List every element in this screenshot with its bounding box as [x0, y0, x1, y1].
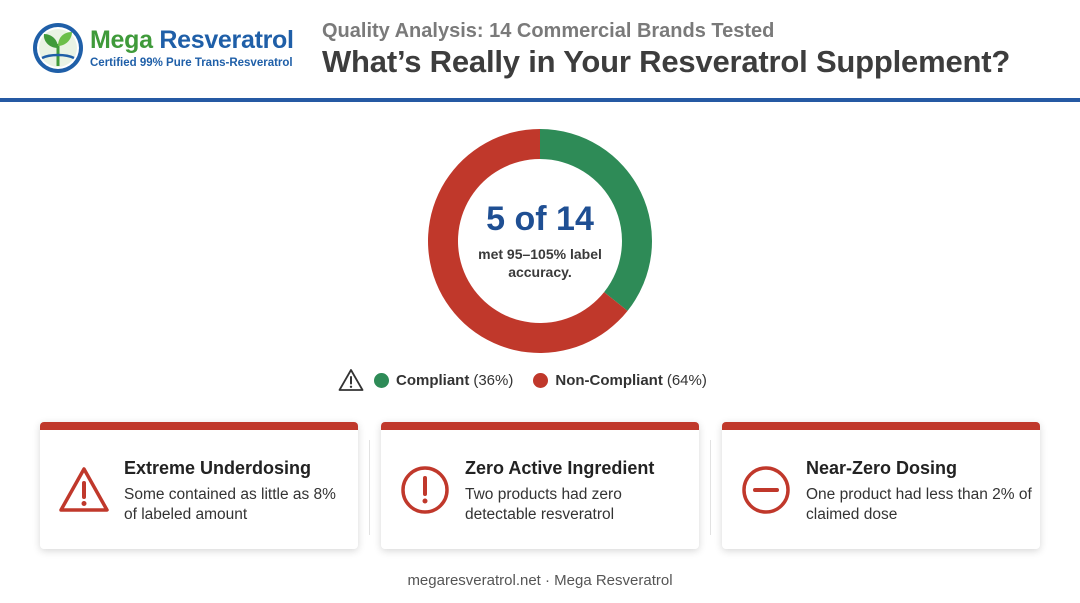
card-title: Zero Active Ingredient: [465, 458, 655, 478]
warning-triangle-icon: [59, 467, 109, 512]
brand-logo[interactable]: Mega Resveratrol Certified 99% Pure Tran…: [32, 22, 294, 76]
header: Mega Resveratrol Certified 99% Pure Tran…: [0, 0, 1080, 100]
legend-percent-compliant: (36%): [473, 371, 514, 389]
legend-label-compliant: Compliant: [396, 371, 470, 389]
brand-name-part2: Resveratrol: [152, 26, 294, 54]
legend-swatch-compliant: [374, 372, 389, 388]
donut-slice-compliant: [540, 129, 652, 311]
donut-slice-non-compliant: [428, 129, 628, 353]
card-divider: [369, 440, 370, 535]
card-title: Near-Zero Dosing: [806, 458, 958, 478]
donut-svg: [428, 129, 652, 353]
header-divider: [0, 98, 1080, 102]
legend-item-compliant: Compliant (36%): [374, 372, 513, 389]
card-body: Two products had zero detectable resvera…: [465, 486, 622, 523]
card-accent-bar: [40, 422, 358, 430]
card-extreme-underdosing: Extreme Underdosing Some contained as li…: [40, 422, 358, 549]
card-near-zero-dosing: Near-Zero Dosing One product had less th…: [722, 422, 1040, 549]
legend-item-non-compliant: Non-Compliant (64%): [533, 372, 707, 389]
chart-legend: Compliant (36%) Non-Compliant (64%): [338, 368, 727, 392]
card-body: One product had less than 2% of claimed …: [806, 486, 1032, 523]
card-zero-active-ingredient: Zero Active Ingredient Two products had …: [381, 422, 699, 549]
donut-chart: 5 of 14 met 95–105% label accuracy.: [427, 128, 653, 354]
card-body: Some contained as little as 8% of labele…: [124, 486, 336, 523]
brand-tagline: Certified 99% Pure Trans-Resveratrol: [90, 57, 293, 69]
donut-center-value: 5 of 14: [486, 200, 594, 238]
card-accent-bar: [381, 422, 699, 430]
card-title: Extreme Underdosing: [124, 458, 312, 478]
footer-credit: megaresveratrol.net · Mega Resveratrol: [407, 572, 673, 589]
warning-triangle-icon: [338, 369, 364, 391]
brand-name: Mega Resveratrol: [90, 26, 294, 55]
legend-percent-non-compliant: (64%): [666, 371, 707, 389]
legend-swatch-non-compliant: [533, 372, 549, 388]
sprout-leaf-icon: [33, 23, 83, 73]
legend-label-non-compliant: Non-Compliant: [555, 371, 663, 389]
page-title: What’s Really in Your Resveratrol Supple…: [322, 44, 1011, 79]
donut-center-caption: met 95–105% label accuracy.: [478, 246, 602, 280]
brand-name-part1: Mega: [90, 26, 153, 54]
exclamation-circle-icon: [401, 466, 449, 514]
card-accent-bar: [722, 422, 1040, 430]
minus-circle-icon: [742, 466, 790, 514]
page-subtitle: Quality Analysis: 14 Commercial Brands T…: [322, 20, 775, 42]
card-divider: [710, 440, 711, 535]
